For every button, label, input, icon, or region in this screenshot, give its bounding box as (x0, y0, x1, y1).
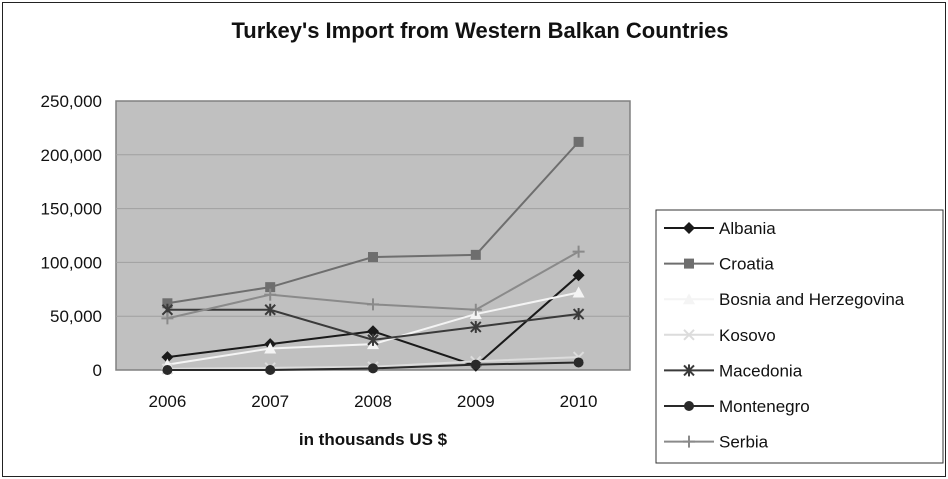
legend-label: Macedonia (719, 361, 803, 380)
series-macedonia (161, 303, 585, 346)
data-point (469, 303, 482, 316)
legend-label: Croatia (719, 255, 774, 274)
data-point (470, 359, 481, 370)
data-point (683, 293, 695, 305)
chart-title: Turkey's Import from Western Balkan Coun… (231, 18, 728, 43)
data-point (161, 351, 174, 364)
data-point (264, 342, 277, 354)
y-tick-label: 100,000 (41, 253, 102, 272)
series-serbia (161, 245, 585, 325)
legend-label: Bosnia and Herzegovina (719, 290, 905, 309)
x-axis-ticks: 2006 2007 2008 2009 2010 (148, 392, 597, 411)
data-point (573, 357, 584, 368)
series-albania (161, 269, 585, 372)
legend-entry: Albania (664, 219, 776, 238)
data-point (470, 249, 481, 260)
data-point (470, 320, 482, 333)
data-point (573, 136, 584, 147)
legend-label: Montenegro (719, 397, 810, 416)
legend-entry: Croatia (664, 255, 774, 274)
data-point (572, 308, 585, 321)
y-tick-label: 50,000 (50, 307, 102, 326)
data-point (265, 365, 276, 375)
data-point (368, 363, 378, 374)
data-point (367, 325, 379, 338)
data-point (368, 252, 378, 263)
data-point (684, 401, 694, 411)
data-point (572, 286, 585, 298)
x-tick-label: 2010 (560, 392, 598, 411)
series-montenegro (162, 357, 584, 375)
data-point (683, 329, 695, 341)
data-point (572, 245, 585, 258)
legend-label: Kosovo (719, 326, 776, 345)
x-tick-label: 2007 (251, 392, 289, 411)
y-tick-label: 0 (93, 361, 102, 380)
y-tick-label: 150,000 (41, 200, 102, 219)
y-axis-ticks: 0 50,000 100,000 150,000 200,000 250,000 (41, 92, 102, 380)
data-point (367, 298, 379, 311)
data-point (683, 222, 695, 234)
gridlines (116, 154, 630, 317)
data-point (683, 364, 695, 377)
series-croatia (162, 136, 584, 309)
legend-entry: Macedonia (664, 361, 803, 380)
data-point (162, 298, 173, 309)
plot-area (115, 100, 631, 371)
data-point (684, 258, 694, 269)
data-point (367, 333, 379, 346)
y-tick-label: 250,000 (41, 92, 102, 111)
legend-label: Serbia (719, 433, 769, 452)
series-layer (161, 136, 585, 375)
x-tick-label: 2006 (148, 392, 186, 411)
legend-entry: Serbia (664, 433, 769, 452)
legend-entry: Kosovo (664, 326, 776, 345)
data-point (683, 435, 695, 448)
legend (655, 209, 944, 464)
legend-items: Albania Croatia Bosnia and Herzegovina Koso… (664, 219, 905, 452)
data-point (161, 312, 174, 325)
x-axis-label: in thousands US $ (299, 430, 448, 449)
legend-entry: Montenegro (664, 397, 810, 416)
data-point (264, 303, 276, 316)
legend-label: Albania (719, 219, 776, 238)
x-tick-label: 2008 (354, 392, 392, 411)
legend-entry: Bosnia and Herzegovina (664, 290, 905, 309)
y-tick-label: 200,000 (41, 146, 102, 165)
x-tick-label: 2009 (457, 392, 495, 411)
data-point (264, 288, 277, 301)
data-point (572, 269, 585, 282)
data-point (162, 365, 173, 375)
data-point (265, 282, 276, 293)
